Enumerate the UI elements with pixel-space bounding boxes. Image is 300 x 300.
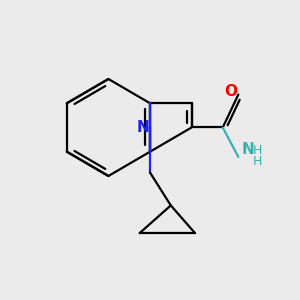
Text: N: N bbox=[137, 120, 149, 135]
Text: O: O bbox=[224, 84, 237, 99]
Text: H: H bbox=[253, 154, 262, 168]
Text: H: H bbox=[253, 144, 262, 157]
Text: N: N bbox=[242, 142, 254, 157]
